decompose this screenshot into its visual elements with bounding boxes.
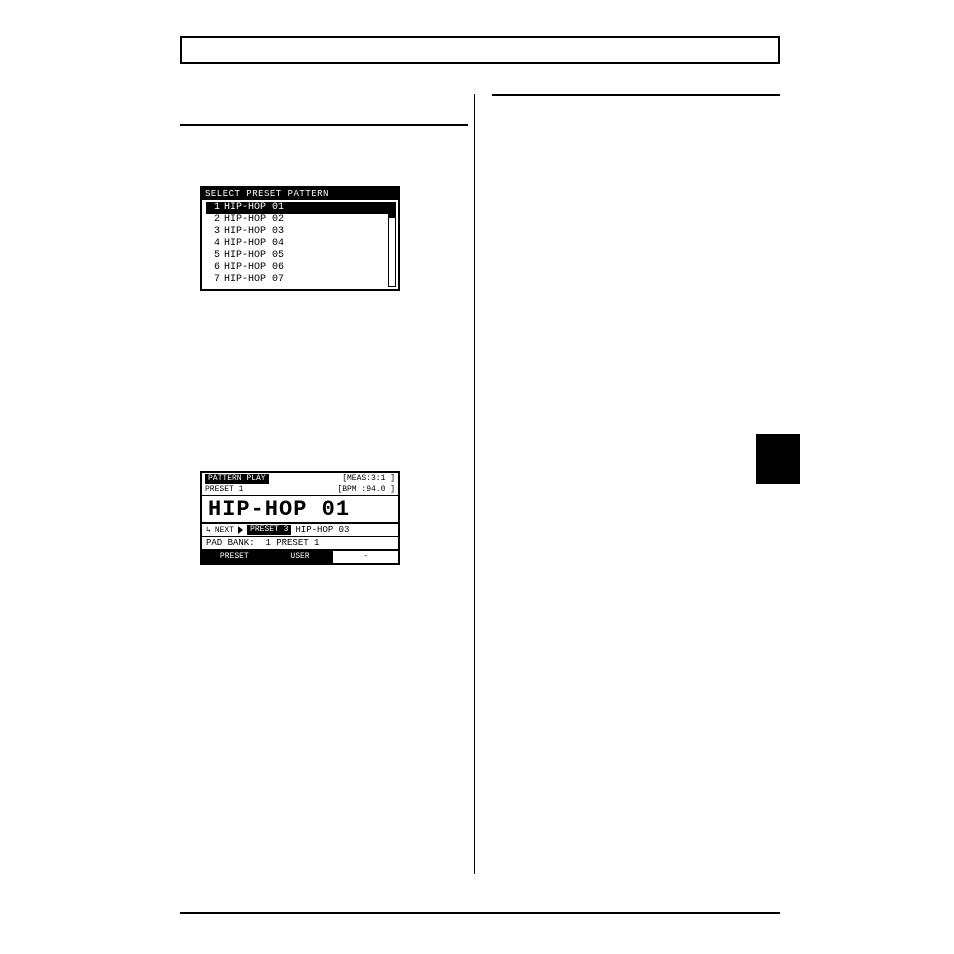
next-label: NEXT xyxy=(215,526,234,535)
list-item-number: 4 xyxy=(206,238,220,250)
current-pattern-name: HIP-HOP 01 xyxy=(202,496,398,524)
list-item-name: HIP-HOP 06 xyxy=(224,262,284,273)
lcd-pattern-play: PATTERN PLAY [MEAS:3:1 ] PRESET 1 [BPM :… xyxy=(200,471,400,565)
next-preset-badge: PRESET 3 xyxy=(247,525,291,535)
list-item-name: HIP-HOP 07 xyxy=(224,274,284,285)
list-item[interactable]: 2 HIP-HOP 02 xyxy=(206,214,394,226)
list-item[interactable]: 4 HIP-HOP 04 xyxy=(206,238,394,250)
list-item-number: 6 xyxy=(206,262,220,274)
lcd-scrollbar[interactable] xyxy=(388,202,396,287)
softkey-blank[interactable]: - xyxy=(333,551,398,563)
softkey-user[interactable]: USER xyxy=(268,551,334,563)
meas-readout: [MEAS:3:1 ] xyxy=(342,474,395,484)
footer-rule xyxy=(180,912,780,914)
list-item-name: HIP-HOP 05 xyxy=(224,250,284,261)
right-section-rule xyxy=(492,94,780,96)
list-item-name: HIP-HOP 02 xyxy=(224,214,284,225)
list-item-number: 3 xyxy=(206,226,220,238)
list-item-name: HIP-HOP 04 xyxy=(224,238,284,249)
right-column xyxy=(492,84,780,904)
list-item[interactable]: 7 HIP-HOP 07 xyxy=(206,274,394,286)
list-item[interactable]: 1 HIP-HOP 01 xyxy=(206,202,394,214)
lcd-select-list: 1 HIP-HOP 01 2 HIP-HOP 02 3 HIP-HOP 03 4 HIP-HO… xyxy=(202,200,398,289)
column-divider xyxy=(474,94,475,874)
lcd-select-title: SELECT PRESET PATTERN xyxy=(202,188,398,200)
list-item[interactable]: 5 HIP-HOP 05 xyxy=(206,250,394,262)
title-bar-frame xyxy=(180,36,780,64)
page-marker-block xyxy=(756,434,800,484)
preset-number: PRESET 1 xyxy=(205,485,243,494)
list-item-number: 1 xyxy=(206,202,220,214)
list-item-number: 5 xyxy=(206,250,220,262)
list-item-number: 2 xyxy=(206,214,220,226)
pad-bank-row: PAD BANK: 1 PRESET 1 xyxy=(202,537,398,550)
softkey-preset[interactable]: PRESET xyxy=(202,551,268,563)
lcd-scrollbar-thumb[interactable] xyxy=(389,203,395,218)
pattern-play-label: PATTERN PLAY xyxy=(205,474,269,484)
list-item-name: HIP-HOP 01 xyxy=(224,202,284,213)
next-arrow-icon xyxy=(238,526,243,534)
list-item[interactable]: 6 HIP-HOP 06 xyxy=(206,262,394,274)
next-pattern-row: ↳ NEXT PRESET 3 HIP-HOP 03 xyxy=(202,524,398,537)
list-item-number: 7 xyxy=(206,274,220,286)
left-column: SELECT PRESET PATTERN 1 HIP-HOP 01 2 HIP-HO… xyxy=(180,84,468,904)
list-item-name: HIP-HOP 03 xyxy=(224,226,284,237)
bpm-readout: [BPM :94.0 ] xyxy=(337,485,395,494)
left-section-rule xyxy=(180,124,468,126)
softkey-row: PRESET USER - xyxy=(202,550,398,563)
list-item[interactable]: 3 HIP-HOP 03 xyxy=(206,226,394,238)
next-pattern-name: HIP-HOP 03 xyxy=(295,525,349,535)
lcd-select-preset: SELECT PRESET PATTERN 1 HIP-HOP 01 2 HIP-HO… xyxy=(200,186,400,291)
